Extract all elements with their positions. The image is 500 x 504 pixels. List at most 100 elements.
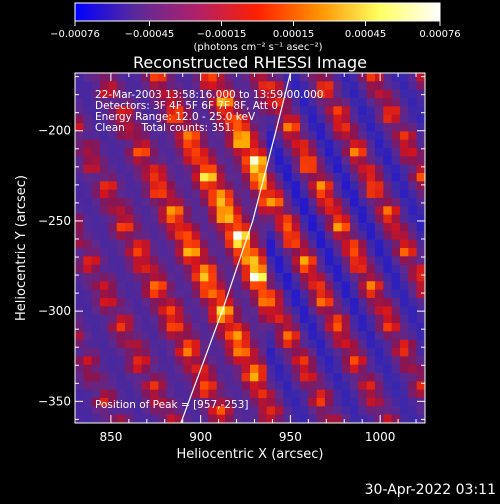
heatmap-cell — [275, 339, 284, 349]
heatmap-cell — [225, 198, 234, 207]
heatmap-cell — [266, 406, 276, 416]
heatmap-cell — [116, 273, 126, 282]
heatmap-cell — [191, 289, 201, 299]
heatmap-cell — [291, 198, 301, 207]
heatmap-cell — [225, 398, 234, 407]
heatmap-cell — [141, 406, 151, 416]
heatmap-cell — [141, 264, 151, 274]
heatmap-cell — [383, 156, 393, 166]
heatmap-cell — [325, 314, 334, 324]
heatmap-cell — [366, 348, 376, 357]
heatmap-cell — [233, 89, 243, 99]
heatmap-cell — [225, 248, 234, 257]
heatmap-cell — [250, 256, 259, 266]
heatmap-cell — [208, 206, 218, 216]
heatmap-cell — [183, 73, 193, 82]
heatmap-cell — [133, 289, 143, 299]
heatmap-cell — [216, 389, 226, 399]
heatmap-cell — [283, 214, 293, 224]
heatmap-cell — [358, 123, 368, 132]
heatmap-cell — [225, 106, 234, 116]
heatmap-cell — [366, 381, 376, 391]
heatmap-cell — [175, 173, 184, 182]
heatmap-cell — [83, 264, 93, 274]
heatmap-cell — [108, 281, 118, 291]
heatmap-cell — [333, 373, 343, 382]
heatmap-cell — [333, 81, 343, 91]
heatmap-cell — [150, 398, 159, 407]
heatmap-cell — [216, 256, 226, 266]
heatmap-cell — [366, 106, 376, 116]
heatmap-cell — [216, 373, 226, 382]
heatmap-cell — [200, 156, 209, 166]
heatmap-cell — [333, 73, 343, 82]
heatmap-cell — [275, 281, 284, 291]
heatmap-cell — [266, 206, 276, 216]
heatmap-cell — [75, 181, 84, 191]
heatmap-cell — [241, 356, 251, 366]
heatmap-cell — [200, 189, 209, 199]
heatmap-cell — [250, 206, 259, 216]
heatmap-cell — [408, 389, 418, 399]
heatmap-cell — [241, 256, 251, 266]
heatmap-cell — [300, 248, 309, 257]
heatmap-cell — [250, 264, 259, 274]
heatmap-cell — [216, 106, 226, 116]
heatmap-cell — [166, 231, 176, 241]
heatmap-cell — [358, 406, 368, 416]
heatmap-cell — [408, 289, 418, 299]
heatmap-cell — [183, 181, 193, 191]
heatmap-cell — [216, 214, 226, 224]
heatmap-cell — [166, 389, 176, 399]
heatmap-cell — [141, 223, 151, 232]
heatmap-cell — [125, 314, 134, 324]
heatmap-cell — [225, 348, 234, 357]
heatmap-cell — [166, 298, 176, 307]
heatmap-cell — [91, 231, 101, 241]
heatmap-cell — [316, 248, 326, 257]
heatmap-cell — [416, 356, 425, 366]
heatmap-cell — [341, 273, 351, 282]
heatmap-cell — [408, 114, 418, 124]
heatmap-cell — [91, 181, 101, 191]
heatmap-cell — [91, 414, 101, 423]
heatmap-cell — [125, 356, 134, 366]
heatmap-cell — [341, 189, 351, 199]
heatmap-cell — [350, 306, 359, 316]
heatmap-cell — [333, 256, 343, 266]
heatmap-cell — [400, 273, 409, 282]
heatmap-cell — [208, 398, 218, 407]
heatmap-cell — [208, 281, 218, 291]
heatmap-cell — [341, 131, 351, 141]
heatmap-cell — [116, 256, 126, 266]
heatmap-cell — [250, 156, 259, 166]
heatmap-cell — [100, 131, 109, 141]
heatmap-cell — [158, 98, 168, 107]
heatmap-cell — [116, 414, 126, 423]
heatmap-cell — [108, 223, 118, 232]
heatmap-cell — [250, 339, 259, 349]
heatmap-cell — [75, 131, 84, 141]
heatmap-cell — [358, 98, 368, 107]
heatmap-cell — [100, 314, 109, 324]
heatmap-cell — [275, 81, 284, 91]
heatmap-cell — [291, 181, 301, 191]
heatmap-cell — [333, 131, 343, 141]
heatmap-cell — [141, 173, 151, 182]
heatmap-cell — [91, 198, 101, 207]
heatmap-cell — [341, 264, 351, 274]
heatmap-cell — [408, 89, 418, 99]
heatmap-cell — [325, 98, 334, 107]
heatmap-cell — [241, 189, 251, 199]
heatmap-cell — [391, 389, 401, 399]
heatmap-cell — [91, 323, 101, 332]
heatmap-cell — [316, 406, 326, 416]
heatmap-cell — [266, 214, 276, 224]
heatmap-cell — [375, 406, 384, 416]
heatmap-cell — [133, 264, 143, 274]
heatmap-cell — [158, 156, 168, 166]
heatmap-cell — [133, 131, 143, 141]
heatmap-cell — [325, 248, 334, 257]
heatmap-cell — [275, 289, 284, 299]
heatmap-cell — [316, 123, 326, 132]
